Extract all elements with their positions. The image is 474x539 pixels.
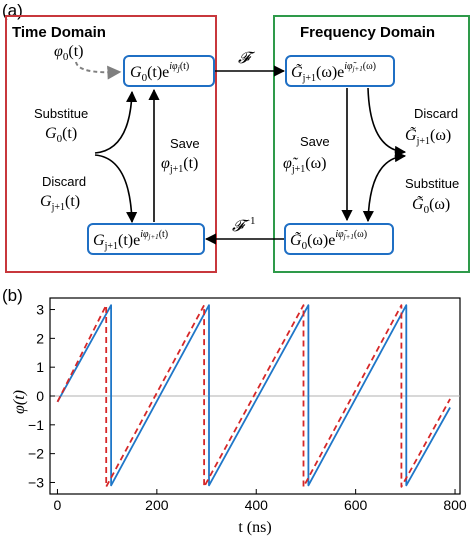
node-g-tilde-freq: G̃j+1(ω)eiφ̃j+1(ω) — [285, 55, 395, 87]
left-save-symbol: φj+1(t) — [161, 155, 198, 175]
y-tick-label: −2 — [28, 446, 44, 462]
x-tick-label: 200 — [145, 497, 169, 513]
node-g0-time: G0(t)eiφj(t) — [123, 55, 215, 87]
frequency-domain-title: Frequency Domain — [300, 24, 435, 41]
x-tick-label: 600 — [344, 497, 368, 513]
svg-text:G̃0(ω)eiφ̃j+1(ω): G̃0(ω)eiφ̃j+1(ω) — [290, 229, 367, 252]
x-tick-label: 0 — [54, 497, 62, 513]
left-discard-curve — [94, 154, 138, 224]
right-substitute-curve — [362, 150, 407, 223]
right-save-word: Save — [300, 134, 330, 149]
y-tick-label: −3 — [28, 474, 44, 490]
node-g0-tilde-freq: G̃0(ω)eiφ̃j+1(ω) — [284, 223, 394, 255]
y-tick-label: 0 — [36, 388, 44, 404]
svg-text:G̃j+1(ω)eiφ̃j+1(ω): G̃j+1(ω)eiφ̃j+1(ω) — [291, 61, 376, 84]
x-tick-label: 400 — [245, 497, 269, 513]
left-substitute-word: Substitue — [34, 106, 88, 121]
phi0-label: φ0(t) — [54, 43, 83, 63]
series-line-dashed — [56, 304, 451, 488]
left-save-word: Save — [170, 136, 200, 151]
left-substitute-curve — [94, 90, 138, 154]
svg-text:G0(t)eiφj(t): G0(t)eiφj(t) — [130, 61, 189, 84]
svg-text:Gj+1(t)eiφj+1(t): Gj+1(t)eiφj+1(t) — [93, 229, 168, 252]
left-discard-symbol: Gj+1(t) — [40, 193, 80, 213]
left-substitute-symbol: G0(t) — [45, 125, 77, 145]
y-tick-label: 2 — [36, 330, 44, 346]
right-substitute-symbol: G̃0(ω) — [412, 195, 450, 216]
phi0-dashed-arrow — [75, 61, 122, 80]
right-discard-symbol: G̃j+1(ω) — [405, 126, 451, 147]
right-save-symbol: φ̃j+1(ω) — [283, 155, 326, 175]
right-substitute-word: Substitue — [405, 176, 459, 191]
right-discard-curve — [367, 87, 407, 158]
fourier-label: 𝓕 — [238, 50, 256, 67]
y-tick-label: 1 — [36, 359, 44, 375]
time-domain-frame — [5, 15, 217, 273]
y-tick-label: 3 — [36, 302, 44, 318]
frequency-domain-frame — [273, 15, 470, 273]
phase-chart: 0 200 400 600 800 −3 −2 −1 0 1 2 3 φ(t) t (ns) — [11, 297, 467, 536]
time-domain-title: Time Domain — [12, 24, 106, 41]
panel-b-label: (b) — [2, 286, 23, 305]
y-axis-label: φ(t) — [11, 390, 28, 414]
x-axis-label: t (ns) — [238, 519, 271, 536]
right-discard-word: Discard — [414, 106, 458, 121]
node-g-time-bottom: Gj+1(t)eiφj+1(t) — [87, 223, 205, 255]
x-tick-label: 800 — [443, 497, 467, 513]
left-discard-word: Discard — [42, 174, 86, 189]
y-tick-label: −1 — [28, 417, 44, 433]
inverse-fourier-label: 𝓕−1 — [232, 215, 256, 235]
series-line-solid — [56, 304, 451, 487]
